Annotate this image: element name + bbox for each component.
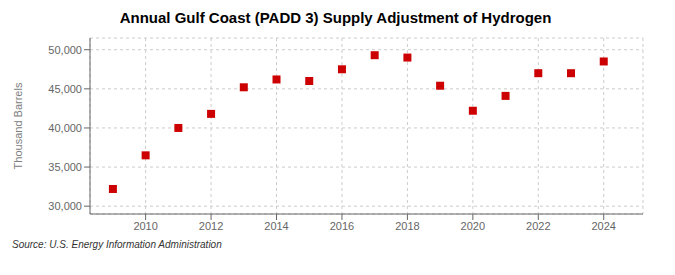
- svg-text:30,000: 30,000: [48, 200, 82, 212]
- svg-text:40,000: 40,000: [48, 122, 82, 134]
- svg-text:2014: 2014: [264, 220, 288, 232]
- svg-text:2012: 2012: [199, 220, 223, 232]
- svg-text:2018: 2018: [395, 220, 419, 232]
- svg-text:45,000: 45,000: [48, 83, 82, 95]
- html-text:Annual Gulf Coast (PADD 3) Sup: Annual Gulf Coast (PADD 3) Supply Adjust…: [119, 9, 552, 26]
- svg-text:Thousand Barrels: Thousand Barrels: [12, 82, 24, 169]
- svg-text:2016: 2016: [330, 220, 354, 232]
- svg-text:50,000: 50,000: [48, 44, 82, 56]
- svg-text:2022: 2022: [526, 220, 550, 232]
- svg-text:35,000: 35,000: [48, 161, 82, 173]
- svg-text:2020: 2020: [461, 220, 485, 232]
- svg-text:2010: 2010: [133, 220, 157, 232]
- svg-text:2024: 2024: [591, 220, 615, 232]
- html-text:Source: U.S. Energy Informatio: Source: U.S. Energy Information Administ…: [12, 239, 222, 250]
